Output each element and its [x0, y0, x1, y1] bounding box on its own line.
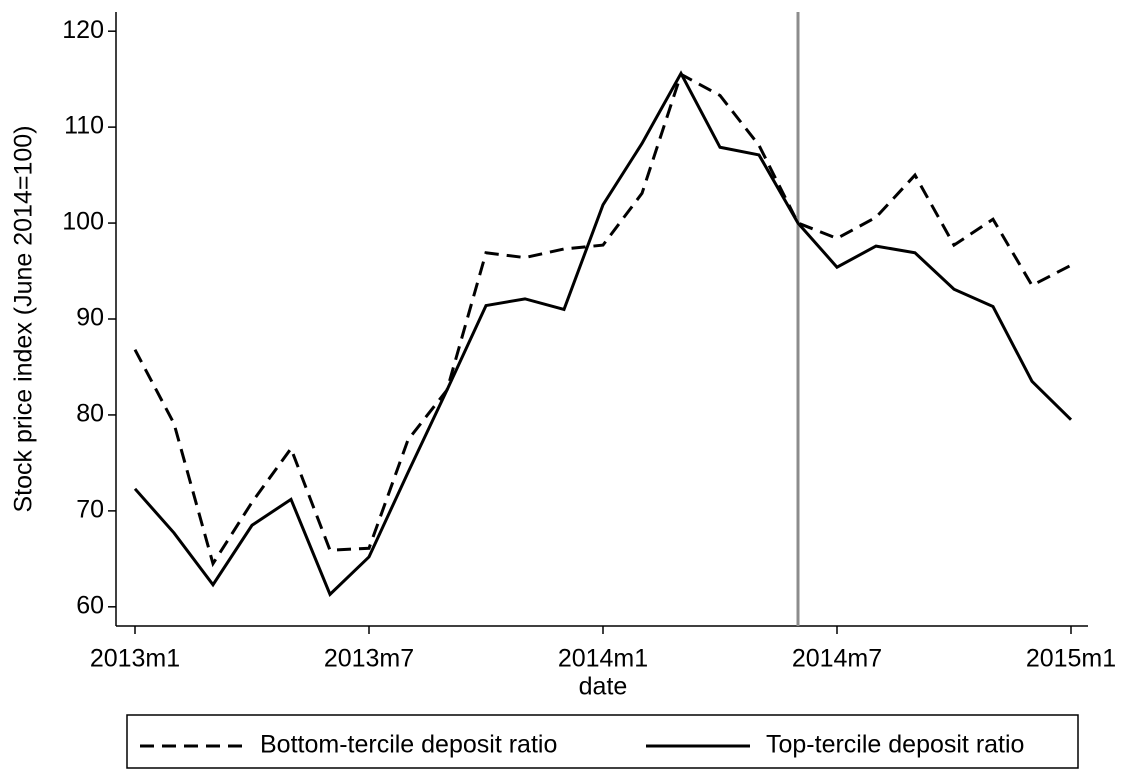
series-line — [133, 70, 1073, 597]
x-axis-label: date — [579, 673, 628, 701]
y-tick-label: 100 — [62, 208, 104, 236]
legend-box — [126, 714, 1079, 769]
y-tick-label: 90 — [76, 304, 104, 332]
y-axis-label: Stock price index (June 2014=100) — [10, 125, 38, 512]
series-line — [133, 72, 1072, 568]
x-tick-label: 2014m1 — [558, 645, 648, 673]
x-tick-label: 2015m1 — [1026, 645, 1116, 673]
x-tick-label: 2014m7 — [792, 645, 882, 673]
x-tick-label: 2013m7 — [324, 645, 414, 673]
legend-label: Bottom-tercile deposit ratio — [260, 731, 557, 759]
legend-label: Top-tercile deposit ratio — [766, 731, 1024, 759]
y-tick-label: 110 — [64, 112, 104, 140]
y-tick-label: 60 — [76, 591, 104, 619]
y-tick-label: 70 — [76, 495, 104, 523]
y-tick-label: 120 — [62, 16, 104, 44]
y-tick-label: 80 — [76, 400, 104, 428]
x-tick-label: 2013m1 — [90, 645, 180, 673]
